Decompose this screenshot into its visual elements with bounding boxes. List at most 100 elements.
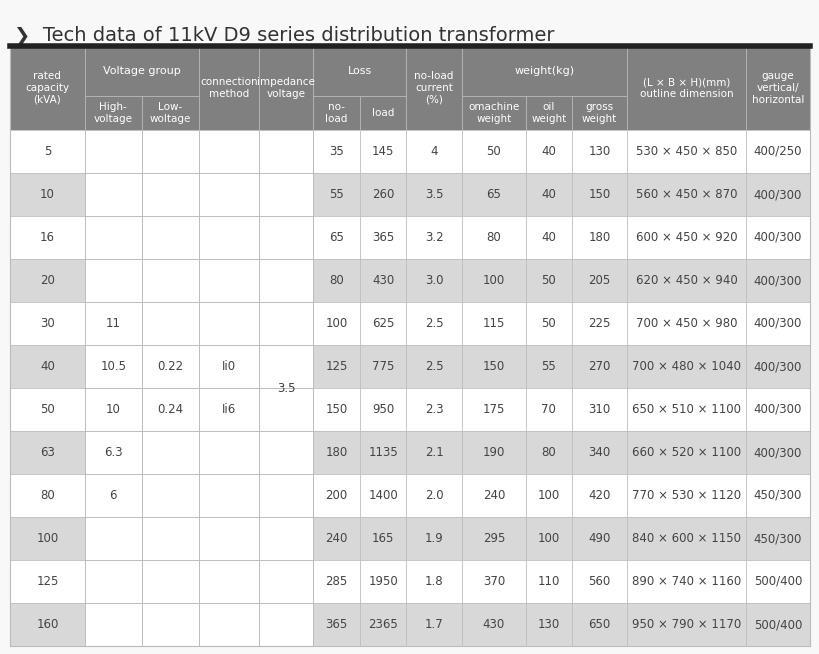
Text: 950 × 790 × 1170: 950 × 790 × 1170 — [631, 618, 740, 631]
Bar — [313, 560, 360, 603]
Bar — [84, 517, 142, 560]
Text: 40: 40 — [541, 231, 555, 244]
Bar — [627, 46, 745, 130]
Bar — [360, 130, 406, 173]
Bar — [627, 517, 745, 560]
Text: 175: 175 — [482, 403, 505, 416]
Text: no-
load: no- load — [325, 102, 347, 124]
Text: 190: 190 — [482, 446, 505, 459]
Bar — [360, 603, 406, 646]
Bar — [142, 474, 199, 517]
Bar — [360, 302, 406, 345]
Bar — [142, 259, 199, 302]
Bar — [10, 302, 84, 345]
Bar — [745, 345, 809, 388]
Text: connection
method: connection method — [200, 77, 257, 99]
Text: Loss: Loss — [347, 66, 372, 76]
Bar — [461, 173, 526, 216]
Text: 10: 10 — [106, 403, 120, 416]
Bar — [360, 517, 406, 560]
Bar — [526, 560, 571, 603]
Bar — [10, 46, 84, 130]
Text: (L × B × H)(mm)
outline dimension: (L × B × H)(mm) outline dimension — [639, 77, 732, 99]
Text: 400/250: 400/250 — [753, 145, 801, 158]
Bar — [745, 173, 809, 216]
Text: weight(kg): weight(kg) — [514, 66, 574, 76]
Text: 270: 270 — [587, 360, 610, 373]
Bar — [142, 560, 199, 603]
Text: 125: 125 — [325, 360, 347, 373]
Bar — [199, 560, 259, 603]
Text: 50: 50 — [40, 403, 55, 416]
Bar — [259, 345, 313, 388]
Text: 2.5: 2.5 — [424, 360, 443, 373]
Text: 2.3: 2.3 — [424, 403, 443, 416]
Bar — [84, 345, 142, 388]
Bar — [627, 388, 745, 431]
Bar — [461, 603, 526, 646]
Bar — [10, 474, 84, 517]
Bar — [745, 388, 809, 431]
Bar — [745, 130, 809, 173]
Bar — [10, 130, 84, 173]
Text: 400/300: 400/300 — [753, 188, 801, 201]
Bar — [142, 517, 199, 560]
Text: 5: 5 — [43, 145, 51, 158]
Bar — [142, 431, 199, 474]
Text: 40: 40 — [541, 188, 555, 201]
Text: 400/300: 400/300 — [753, 317, 801, 330]
Bar — [360, 259, 406, 302]
Text: 205: 205 — [587, 274, 610, 287]
Bar — [406, 46, 461, 130]
Bar — [84, 431, 142, 474]
Text: 310: 310 — [587, 403, 610, 416]
Bar — [571, 388, 627, 431]
Bar — [142, 345, 199, 388]
Text: 180: 180 — [325, 446, 347, 459]
Text: 150: 150 — [587, 188, 610, 201]
Text: 80: 80 — [40, 489, 55, 502]
Text: 80: 80 — [328, 274, 343, 287]
Text: 500/400: 500/400 — [753, 618, 801, 631]
Text: 450/300: 450/300 — [753, 489, 801, 502]
Bar — [745, 431, 809, 474]
Bar — [142, 173, 199, 216]
Bar — [526, 173, 571, 216]
Bar — [84, 302, 142, 345]
Text: 1950: 1950 — [368, 575, 397, 588]
Bar — [745, 560, 809, 603]
Bar — [406, 560, 461, 603]
Bar — [142, 96, 199, 130]
Text: 10: 10 — [40, 188, 55, 201]
Bar — [745, 603, 809, 646]
Bar — [627, 173, 745, 216]
Bar — [259, 130, 313, 173]
Text: 3.5: 3.5 — [277, 381, 295, 394]
Text: 560 × 450 × 870: 560 × 450 × 870 — [635, 188, 736, 201]
Bar — [360, 388, 406, 431]
Bar — [571, 431, 627, 474]
Bar — [10, 517, 84, 560]
Bar — [313, 603, 360, 646]
Bar — [10, 173, 84, 216]
Bar — [627, 345, 745, 388]
Text: 165: 165 — [372, 532, 394, 545]
Text: 100: 100 — [482, 274, 505, 287]
Bar — [461, 517, 526, 560]
Bar — [406, 130, 461, 173]
Text: 3.5: 3.5 — [424, 188, 443, 201]
Bar — [526, 96, 571, 130]
Bar — [461, 96, 526, 130]
Text: oil
weight: oil weight — [531, 102, 566, 124]
Bar — [259, 302, 313, 345]
Text: no-load
current
(%): no-load current (%) — [414, 71, 453, 105]
Bar — [406, 259, 461, 302]
Bar — [259, 560, 313, 603]
Text: 890 × 740 × 1160: 890 × 740 × 1160 — [631, 575, 740, 588]
Text: 80: 80 — [486, 231, 500, 244]
Bar — [84, 216, 142, 259]
Bar — [526, 345, 571, 388]
Bar — [360, 345, 406, 388]
Text: 1.9: 1.9 — [424, 532, 443, 545]
Bar — [526, 517, 571, 560]
